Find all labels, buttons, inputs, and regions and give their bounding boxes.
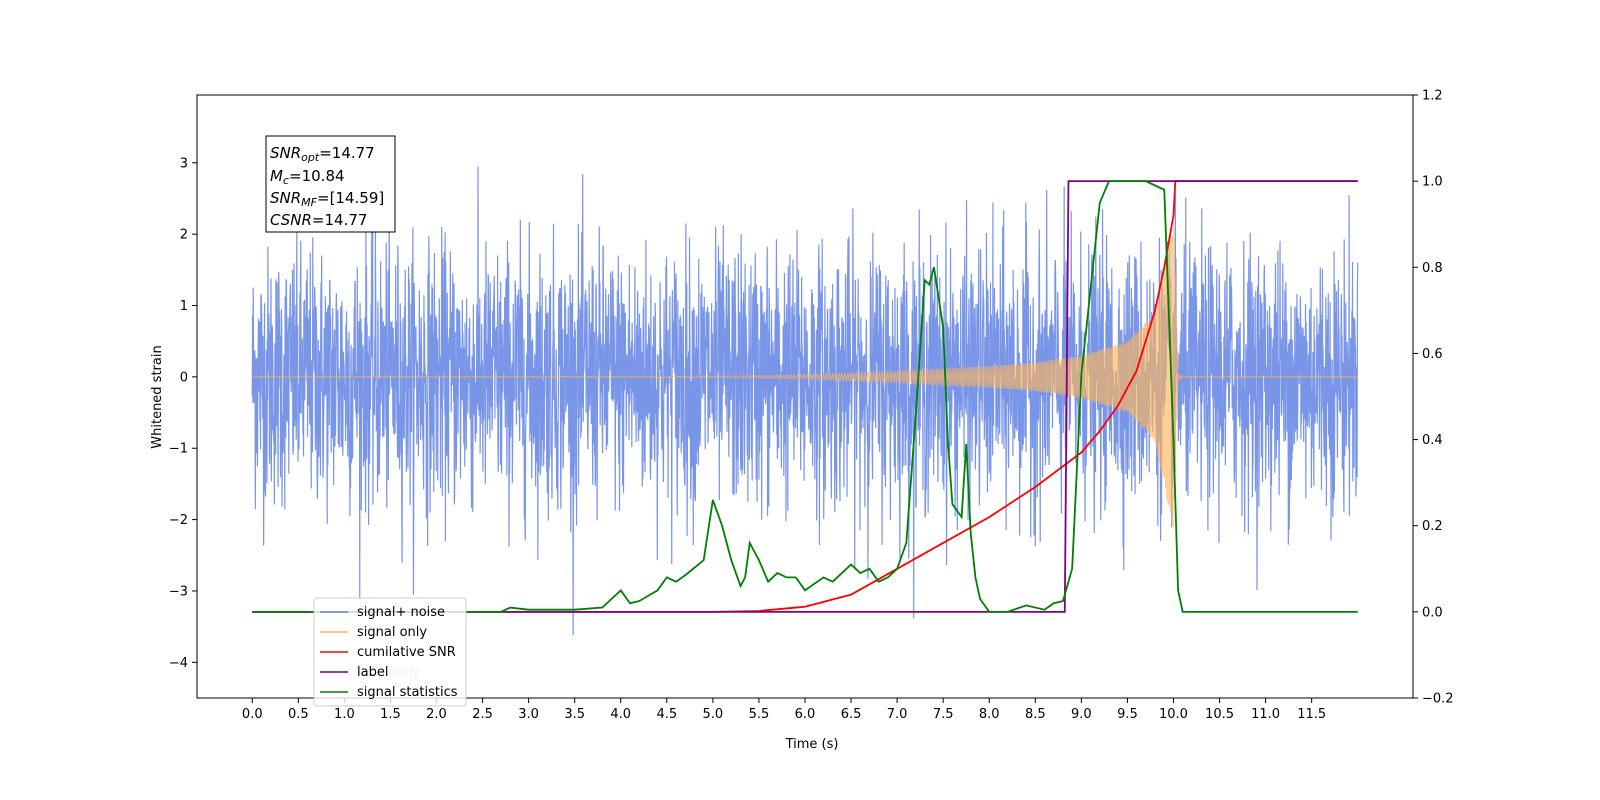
- y-tick-label-left: 0: [180, 370, 188, 385]
- x-tick-label: 6.0: [795, 707, 816, 722]
- y-tick-label-left: −2: [169, 513, 188, 528]
- y-tick-label-right: 1.2: [1422, 89, 1443, 104]
- csnr-value: =14.77: [312, 211, 368, 229]
- mc-sub: c: [283, 174, 289, 187]
- csnr-base: CSNR: [270, 211, 312, 229]
- x-tick-label: 10.5: [1205, 707, 1234, 722]
- x-tick-label: 8.5: [1025, 707, 1046, 722]
- series-signal-only: [252, 226, 1358, 528]
- x-tick-label: 11.5: [1297, 707, 1326, 722]
- x-tick-label: 0.0: [242, 707, 263, 722]
- x-tick-label: 7.5: [933, 707, 954, 722]
- snr-opt-sub: opt: [301, 151, 320, 164]
- legend: signal+ noise signal only cumilative SNR…: [313, 597, 467, 707]
- x-tick-label: 5.5: [749, 707, 770, 722]
- x-axis-label: Time (s): [785, 737, 839, 752]
- y-tick-label-right: −0.2: [1422, 692, 1454, 707]
- x-tick-label: 0.5: [288, 707, 309, 722]
- x-tick-label: 5.0: [703, 707, 724, 722]
- x-tick-label: 4.5: [656, 707, 677, 722]
- y-axis-label: Whitened strain: [150, 345, 165, 448]
- axes: 0.0 0.5 1.0 1.5 2.0 2.5 3.0 3.5 4.0 4.5 5.0 5.5 6.0 6…: [169, 89, 1454, 723]
- legend-label-cumulative-snr: cumilative SNR: [357, 645, 456, 660]
- annotation-csnr: CSNR=14.77: [270, 211, 367, 229]
- y-tick-label-right: 0.4: [1422, 433, 1443, 448]
- y-tick-label-left: 2: [180, 228, 188, 243]
- y-tick-label-right: 0.0: [1422, 605, 1443, 620]
- annotation-box: SNRopt=14.77 Mc=10.84 SNRMF=[14.59] CSNR…: [265, 135, 396, 233]
- y-tick-label-left: −3: [169, 584, 188, 599]
- annotation-snr-opt: SNRopt=14.77: [270, 144, 375, 164]
- legend-label-signal-statistics: signal statistics: [357, 685, 458, 700]
- y-tick-label-right: 0.6: [1422, 347, 1443, 362]
- y-tick-label-right: 0.2: [1422, 519, 1443, 534]
- annotation-frame: [265, 135, 396, 233]
- x-tick-label: 1.0: [334, 707, 355, 722]
- y-tick-label-left: 1: [180, 299, 188, 314]
- legend-frame: [313, 597, 467, 707]
- y-tick-label-left: −4: [169, 656, 188, 671]
- legend-label-label-only: label only: [357, 665, 420, 680]
- annotation-snr-mf: SNRMF=[14.59]: [270, 189, 384, 209]
- legend-label-label: label: [357, 665, 388, 680]
- mc-base: M: [270, 167, 283, 185]
- x-tick-label: 2.0: [426, 707, 447, 722]
- y-tick-label-left: 3: [180, 156, 188, 171]
- series-label: [252, 180, 1358, 613]
- x-tick-label: 3.5: [564, 707, 585, 722]
- x-tick-label: 10.0: [1159, 707, 1188, 722]
- series-signal-statistics: [252, 180, 1358, 613]
- x-tick-label: 9.5: [1117, 707, 1138, 722]
- mc-value: =10.84: [289, 167, 345, 185]
- snr-mf-sub: MF: [301, 196, 317, 209]
- x-tick-label: 6.5: [841, 707, 862, 722]
- legend-label-signal-noise: signal+ noise: [357, 605, 445, 620]
- x-tick-label: 4.0: [610, 707, 631, 722]
- x-tick-label: 1.5: [380, 707, 401, 722]
- y-tick-label-left: −1: [169, 442, 188, 457]
- snr-mf-value: =[14.59]: [317, 189, 384, 207]
- snr-opt-base: SNR: [270, 144, 301, 162]
- x-tick-label: 11.0: [1251, 707, 1280, 722]
- plot-area: [251, 166, 1359, 636]
- y-tick-label-right: 0.8: [1422, 261, 1443, 276]
- x-tick-label: 3.0: [518, 707, 539, 722]
- x-tick-label: 8.0: [979, 707, 1000, 722]
- annotation-mc: Mc=10.84: [270, 167, 345, 187]
- series-cumilative-snr: [252, 180, 1358, 613]
- x-tick-label: 2.5: [472, 707, 493, 722]
- snr-mf-base: SNR: [270, 189, 301, 207]
- legend-label-signal-only: signal only: [357, 625, 427, 640]
- snr-opt-value: =14.77: [319, 144, 375, 162]
- x-tick-label: 9.0: [1071, 707, 1092, 722]
- x-tick-label: 7.0: [887, 707, 908, 722]
- y-tick-label-right: 1.0: [1422, 175, 1443, 190]
